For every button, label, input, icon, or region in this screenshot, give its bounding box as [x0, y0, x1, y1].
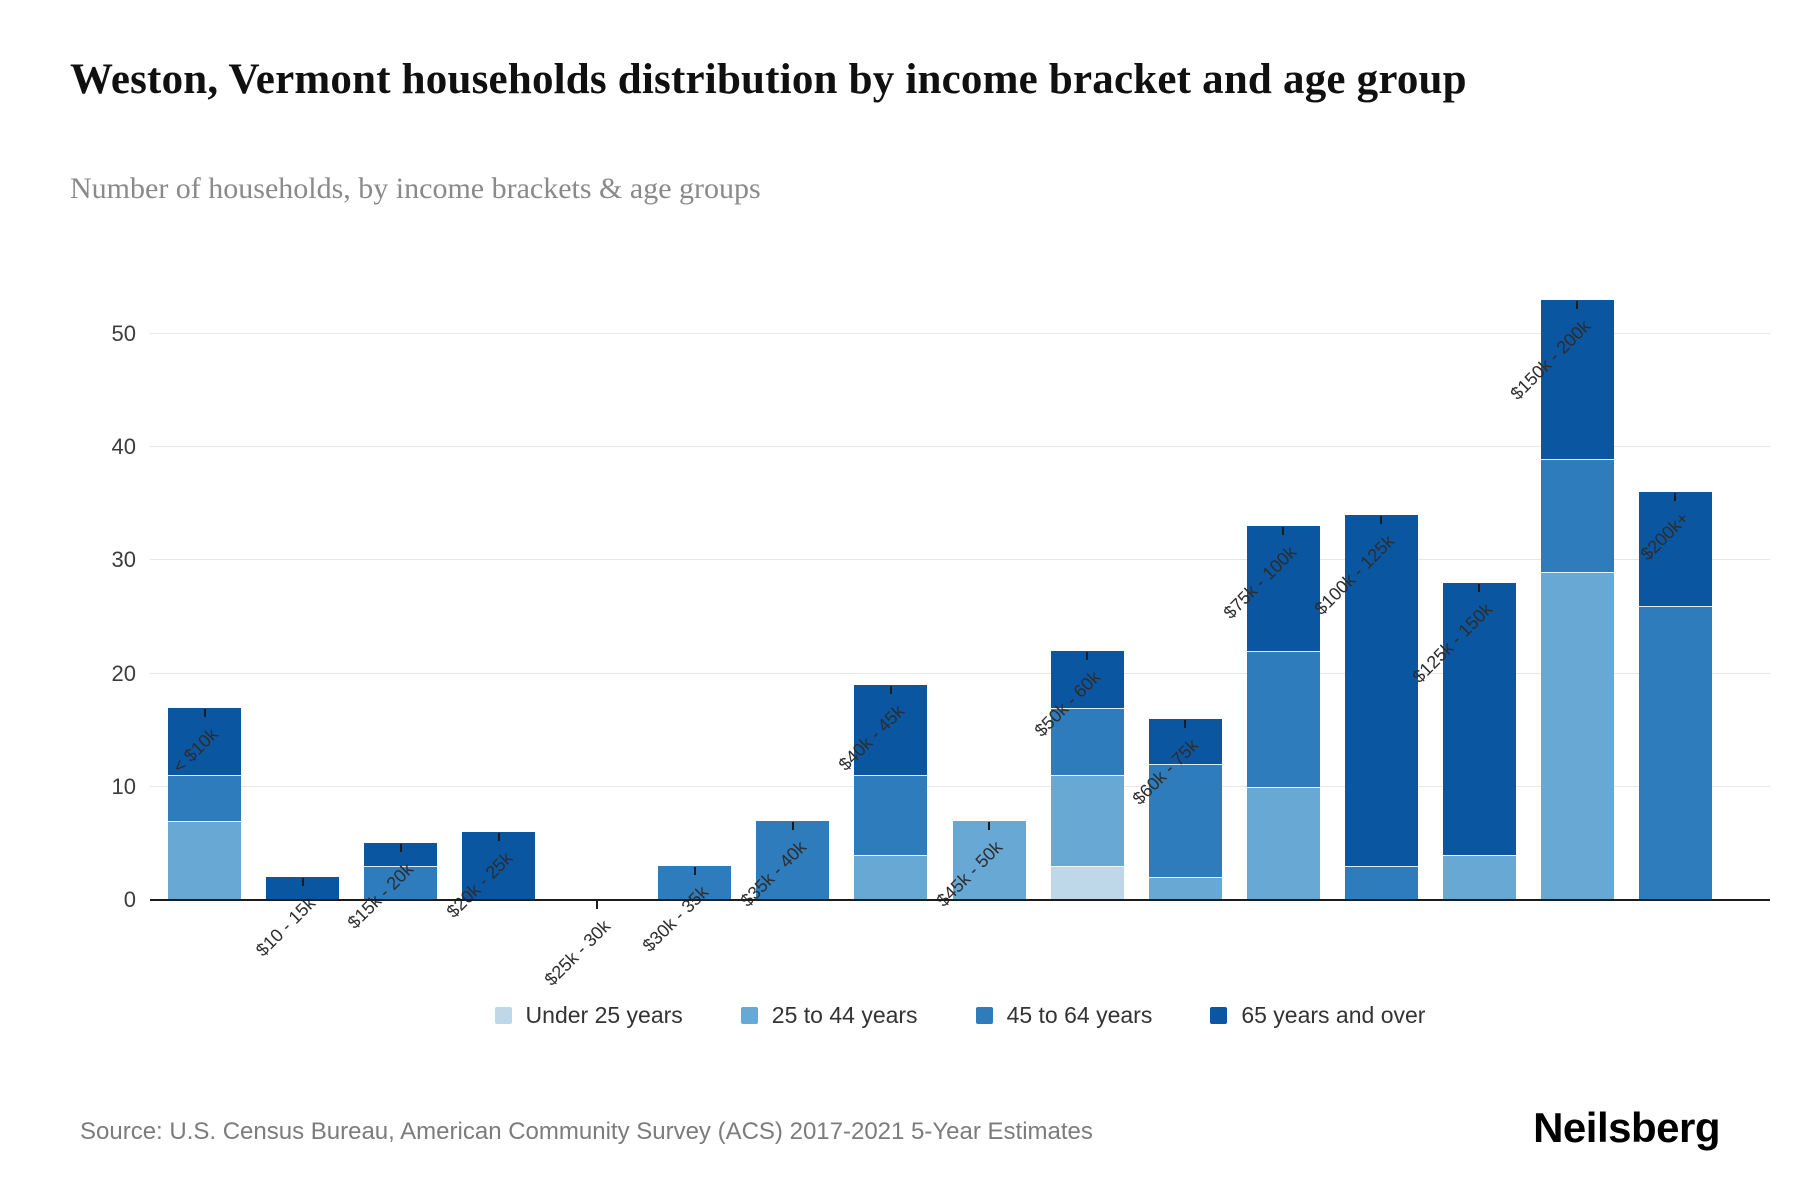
bar-segment-25-to-44-years[interactable] [1540, 571, 1614, 900]
bar-segment-65-years-and-over[interactable] [1540, 300, 1614, 459]
x-axis-tick [988, 821, 990, 830]
legend-swatch-icon [975, 1007, 993, 1024]
bar-segment-65-years-and-over[interactable] [1442, 583, 1516, 855]
bar-segment-65-years-and-over[interactable] [1050, 650, 1124, 708]
source-attribution: Source: U.S. Census Bureau, American Com… [80, 1118, 1093, 1145]
bar-segment-25-to-44-years[interactable] [1050, 775, 1124, 867]
legend-swatch-icon [494, 1007, 512, 1024]
x-axis-line [150, 899, 1770, 901]
stacked-bar-chart: 0 10 20 30 40 50 < $10k $10 - 15k $15k - 20k $20… [112, 270, 1770, 990]
bar-segment-45-to-64-years[interactable] [1344, 866, 1418, 900]
gridline [150, 672, 1770, 674]
x-axis-tick [1674, 493, 1677, 502]
bar-column: $15k - 20k [344, 843, 438, 933]
bar-column: < $10k [168, 707, 241, 900]
bar-column: $125k - 150k [1409, 583, 1516, 900]
bar-column: $75k - 100k [1220, 526, 1320, 900]
gridline [150, 785, 1770, 787]
legend-swatch-icon [1210, 1007, 1228, 1024]
y-axis-tick-label: 0 [123, 887, 136, 912]
bar-segment-25-to-44-years[interactable] [1442, 854, 1516, 900]
y-axis-tick-label: 20 [111, 660, 136, 686]
bar-segment-65-years-and-over[interactable] [1246, 526, 1320, 651]
x-axis-tick [1478, 584, 1481, 593]
legend-label: Under 25 years [525, 1002, 683, 1028]
bar-segment-65-years-and-over[interactable] [462, 832, 536, 900]
bar-column: $150k - 200k [1507, 300, 1614, 900]
x-axis-tick [1282, 527, 1285, 536]
legend-item: 25 to 44 years [740, 1002, 918, 1029]
x-axis-tick [399, 844, 402, 853]
bar-segment-45-to-64-years[interactable] [1540, 458, 1614, 572]
bar-segment-25-to-44-years[interactable] [1246, 786, 1320, 900]
legend-swatch-icon [740, 1007, 758, 1024]
bar-segment-65-years-and-over[interactable] [364, 843, 438, 867]
legend-item: 45 to 64 years [975, 1002, 1153, 1029]
y-axis-tick-label: 30 [111, 547, 136, 573]
bar-column: $35k - 40k [736, 820, 830, 910]
bar-segment-45-to-64-years[interactable] [854, 775, 928, 855]
legend-label: 65 years and over [1241, 1002, 1426, 1028]
legend-label: 25 to 44 years [771, 1002, 918, 1028]
bar-segment-65-years-and-over[interactable] [1344, 515, 1418, 867]
x-axis-label: $10 - 15k [252, 893, 320, 961]
bar-segment-45-to-64-years[interactable] [1638, 605, 1712, 900]
bar-column: $20k - 25k [442, 832, 536, 922]
bar-segment-65-years-and-over[interactable] [1638, 492, 1712, 606]
x-axis-tick [1184, 719, 1187, 728]
y-axis-tick-label: 10 [111, 773, 136, 799]
bar-column: $60k - 75k [1129, 718, 1222, 900]
x-axis-tick [595, 901, 598, 909]
x-axis-tick [203, 708, 206, 717]
x-axis-tick [1086, 651, 1089, 660]
bar-segment-25-to-44-years[interactable] [952, 820, 1026, 900]
bar-segment-25-to-44-years[interactable] [1148, 877, 1222, 900]
bar-column: $50k - 60k [1031, 650, 1124, 900]
legend-item: 65 years and over [1210, 1002, 1425, 1029]
bar-segment-45-to-64-years[interactable] [756, 820, 830, 900]
bar-segment-45-to-64-years[interactable] [1050, 707, 1124, 776]
x-axis-tick [1380, 516, 1383, 525]
y-axis-tick-label: 50 [111, 320, 136, 346]
bar-column: $100k - 125k [1311, 515, 1418, 900]
gridline [150, 446, 1770, 448]
x-axis-tick [791, 821, 794, 830]
legend-item: Under 25 years [494, 1002, 683, 1029]
y-axis-tick-label: 40 [111, 434, 136, 460]
bar-segment-under-25-years[interactable] [1050, 866, 1124, 900]
bar-segment-65-years-and-over[interactable] [168, 707, 241, 776]
x-axis-tick [693, 867, 696, 876]
x-axis-tick [889, 685, 892, 694]
bar-segment-25-to-44-years[interactable] [854, 854, 928, 900]
bar-segment-65-years-and-over[interactable] [854, 684, 928, 776]
x-axis-tick [497, 833, 500, 842]
page-subtitle: Number of households, by income brackets… [70, 172, 761, 205]
legend-label: 45 to 64 years [1006, 1002, 1153, 1028]
x-axis-tick [301, 878, 304, 887]
bar-column: $40k - 45k [834, 684, 928, 900]
gridline [150, 559, 1770, 561]
bar-column: $10 - 15k [252, 877, 340, 961]
bars-layer: < $10k $10 - 15k $15k - 20k $20k - 25k $25k … [150, 270, 1770, 990]
bar-column: $200k+ [1636, 492, 1712, 900]
bar-segment-65-years-and-over[interactable] [266, 877, 340, 900]
bar-segment-45-to-64-years[interactable] [1148, 764, 1222, 878]
gridline [150, 332, 1770, 334]
bar-segment-25-to-44-years[interactable] [168, 820, 241, 900]
bar-segment-45-to-64-years[interactable] [364, 866, 438, 900]
neilsberg-logo: Neilsberg [1533, 1104, 1720, 1151]
page-title: Weston, Vermont households distribution … [70, 56, 1467, 103]
x-axis-tick [1576, 301, 1579, 310]
x-axis-label: $25k - 30k [540, 916, 614, 990]
bar-column: $45k - 50k [932, 820, 1026, 910]
bar-column: $30k - 35k [638, 866, 732, 956]
bar-segment-45-to-64-years[interactable] [1246, 650, 1320, 787]
chart-legend: Under 25 years 25 to 44 years 45 to 64 yea… [150, 1002, 1770, 1029]
bar-segment-45-to-64-years[interactable] [168, 775, 241, 821]
